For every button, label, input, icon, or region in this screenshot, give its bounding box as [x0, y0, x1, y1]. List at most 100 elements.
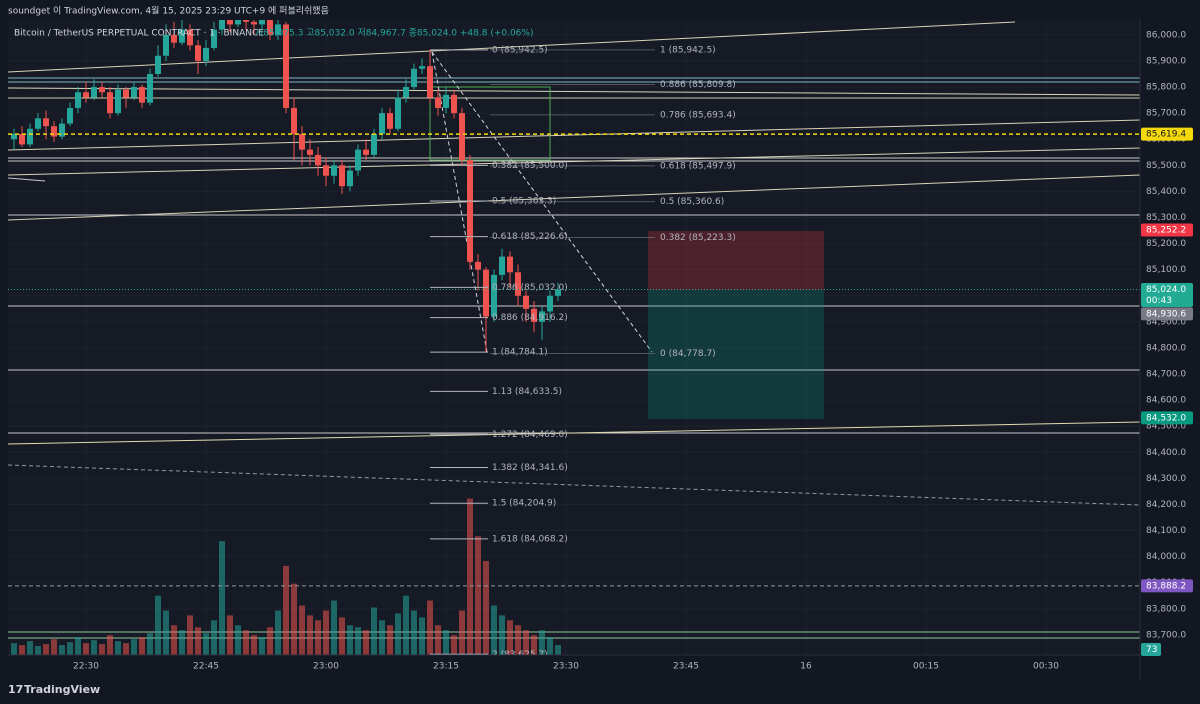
y-tick-label: 85,400.0 — [1146, 187, 1186, 197]
y-tick-label: 84,000.0 — [1146, 552, 1186, 562]
candle-body — [35, 118, 41, 129]
candle-body — [283, 24, 289, 108]
volume-bar — [147, 633, 153, 655]
candle-body — [43, 118, 49, 127]
volume-bar — [475, 536, 481, 655]
candle-body — [515, 272, 521, 296]
x-tick-label: 23:00 — [313, 662, 339, 672]
candle-body — [67, 107, 73, 124]
volume-bar — [483, 560, 489, 655]
volume-bar — [363, 630, 369, 655]
candle-body — [267, 20, 273, 35]
volume-bar — [203, 633, 209, 655]
candle-body — [107, 92, 113, 114]
volume-bar — [315, 620, 321, 655]
volume-bar — [467, 498, 473, 655]
fib-label: 1 (84,784.1) — [492, 348, 548, 358]
y-tick-label: 85,700.0 — [1146, 109, 1186, 119]
volume-bar — [459, 610, 465, 655]
y-tick-label: 84,900.0 — [1146, 317, 1186, 327]
y-tick-label: 84,800.0 — [1146, 343, 1186, 353]
y-tick-label: 85,200.0 — [1146, 239, 1186, 249]
candle-body — [99, 87, 105, 93]
candle-body — [451, 94, 457, 114]
volume-bar — [275, 610, 281, 655]
trend-line — [8, 147, 1140, 176]
volume-bar — [179, 630, 185, 655]
chart-subtitle: 시85,075.3 고85,032.0 저84,967.7 종85,024.0 … — [255, 28, 533, 39]
fib-label: 0 (84,778.7) — [660, 349, 716, 359]
volume-bar — [435, 625, 441, 655]
candle-body — [187, 29, 193, 46]
x-tick-label: 23:15 — [433, 662, 459, 672]
volume-bar — [83, 643, 89, 655]
fib-label: 1 (85,942.5) — [660, 45, 716, 55]
candle-body — [403, 87, 409, 98]
candle-body — [411, 68, 417, 88]
candle-body — [51, 126, 57, 137]
volume-bar — [251, 635, 257, 655]
volume-bar — [267, 627, 273, 655]
candle-body — [171, 34, 177, 43]
candle-body — [347, 170, 353, 187]
candle-body — [19, 134, 25, 145]
candle-body — [443, 94, 449, 108]
volume-bar — [499, 615, 505, 655]
x-tick-label: 16 — [800, 662, 812, 672]
volume-bar — [187, 615, 193, 655]
candle-body — [275, 24, 281, 35]
x-tick-label: 22:30 — [73, 662, 99, 672]
volume-bar — [19, 645, 25, 655]
candle-body — [179, 29, 185, 43]
fib-label: 0.618 (85,497.9) — [660, 161, 736, 171]
grid — [8, 20, 1140, 655]
fib-label: 0.786 (85,693.4) — [660, 110, 736, 120]
x-tick-label: 22:45 — [193, 662, 219, 672]
candle-body — [491, 274, 497, 317]
candle-body — [395, 97, 401, 129]
logo-mark: 17 — [8, 683, 23, 696]
footer-logo: TradingView — [24, 683, 100, 696]
candle-body — [459, 113, 465, 161]
y-tick-label: 85,900.0 — [1146, 56, 1186, 66]
candle-body — [203, 47, 209, 61]
candle-body — [27, 128, 33, 145]
candle-body — [539, 311, 545, 322]
candle-body — [507, 256, 513, 273]
volume-bar — [27, 641, 33, 655]
candle-body — [299, 134, 305, 150]
candle-body — [483, 269, 489, 317]
volume-badge — [1141, 643, 1161, 656]
price-badge-label: 83,888.2 — [1146, 581, 1186, 591]
trend-line — [8, 174, 1140, 221]
candle-body — [387, 113, 393, 129]
fib-label: 1.13 (84,633.5) — [492, 387, 562, 397]
volume-bar — [395, 613, 401, 655]
candle-body — [227, 20, 233, 25]
volume-bar — [43, 644, 49, 655]
volume-bar — [195, 627, 201, 655]
y-tick-label: 83,700.0 — [1146, 630, 1186, 640]
fib-label: 0.5 (85,360.6) — [660, 197, 724, 207]
price-badge — [1141, 307, 1193, 321]
y-tick-label: 84,700.0 — [1146, 370, 1186, 380]
candle-body — [243, 20, 249, 22]
volume-bar — [547, 637, 553, 655]
candle-body — [59, 123, 65, 137]
candle-body — [419, 66, 425, 69]
volume-bar — [427, 600, 433, 655]
price-badge-label: 85,024.0 — [1146, 285, 1186, 295]
price-badge-note: 00:43 — [1146, 296, 1172, 306]
y-tick-label: 86,000.0 — [1146, 30, 1186, 40]
volume-bar — [507, 620, 513, 655]
candle-body — [235, 20, 241, 25]
candle-body — [547, 295, 553, 312]
volume-bar — [51, 639, 57, 655]
volume-bar — [299, 605, 305, 655]
volume-bar — [35, 646, 41, 655]
x-tick-label: 23:30 — [553, 662, 579, 672]
volume-bar — [307, 615, 313, 655]
candle-body — [371, 134, 377, 155]
volume-bar — [11, 643, 17, 655]
